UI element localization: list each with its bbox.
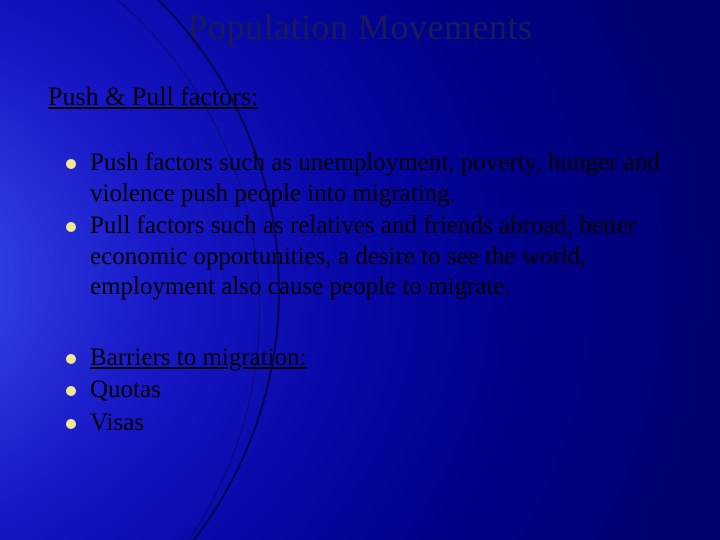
bullet-icon — [66, 159, 76, 169]
list-item: Pull factors such as relatives and frien… — [66, 211, 680, 303]
bullet-group-1: Push factors such as unemployment, pover… — [66, 148, 680, 303]
bullet-text: Visas — [90, 408, 144, 439]
list-item: Push factors such as unemployment, pover… — [66, 148, 680, 209]
list-item: Quotas — [66, 375, 680, 406]
slide-subtitle: Push & Pull factors: — [48, 82, 720, 112]
slide: Population Movements Push & Pull factors… — [0, 0, 720, 540]
bullet-group-2: Barriers to migration: Quotas Visas — [66, 343, 680, 439]
bullet-text: Barriers to migration: — [90, 343, 307, 374]
list-item: Barriers to migration: — [66, 343, 680, 374]
list-item: Visas — [66, 408, 680, 439]
bullet-text: Quotas — [90, 375, 161, 406]
bullet-icon — [66, 419, 76, 429]
bullet-icon — [66, 386, 76, 396]
slide-title: Population Movements — [0, 0, 720, 48]
bullet-text: Push factors such as unemployment, pover… — [90, 148, 680, 209]
bullet-text: Pull factors such as relatives and frien… — [90, 211, 680, 303]
bullet-icon — [66, 354, 76, 364]
bullet-icon — [66, 222, 76, 232]
